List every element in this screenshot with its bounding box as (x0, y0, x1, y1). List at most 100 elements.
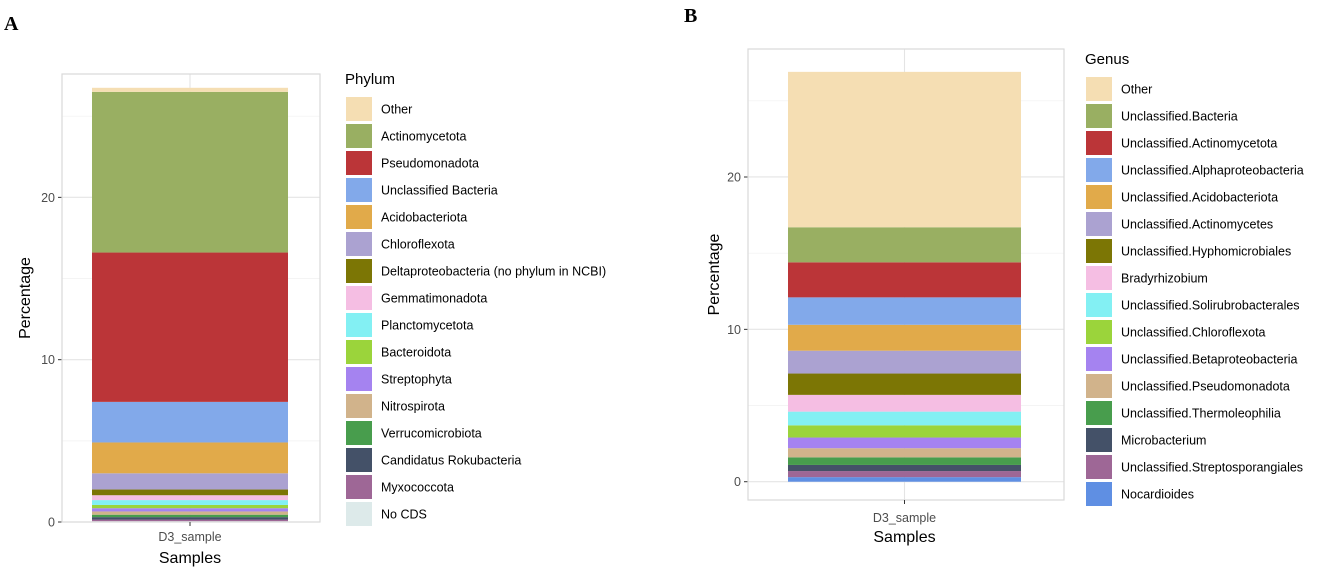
legend-swatch (1086, 293, 1112, 317)
y-tick-label: 0 (734, 475, 741, 489)
y-axis-title: Percentage (706, 233, 723, 315)
legend-item-label: Streptophyta (381, 373, 452, 387)
bar-segment-other (92, 87, 288, 92)
chart-panel-b: B 0 10 20 D3_sample Samples Percentage Genus Oth… (684, 5, 1304, 546)
legend-swatch (1086, 239, 1112, 263)
bar-segment-unclassified-actinomycetota (788, 262, 1021, 298)
legend-item-label: Gemmatimonadota (381, 292, 487, 306)
legend-swatch (346, 97, 372, 121)
bar-segment-unclassified-acidobacteriota (788, 324, 1021, 351)
legend-item-label: No CDS (381, 508, 427, 522)
legend-title: Phylum (345, 71, 395, 88)
x-tick-label: D3_sample (873, 511, 936, 525)
panel-letter: A (4, 13, 19, 35)
legend-item-label: Bradyrhizobium (1121, 272, 1208, 286)
legend-item-label: Unclassified.Chloroflexota (1121, 326, 1266, 340)
legend-swatch (1086, 266, 1112, 290)
x-tick-label: D3_sample (158, 530, 221, 544)
legend-item-label: Unclassified.Alphaproteobacteria (1121, 164, 1304, 178)
legend-swatch (346, 448, 372, 472)
bar-segment-unclassified-bacteria (788, 227, 1021, 263)
legend-swatch (346, 151, 372, 175)
legend-item-label: Unclassified Bacteria (381, 184, 498, 198)
bar-segment-microbacterium (788, 464, 1021, 472)
bar-segment-unclassified-betaproteobacteria (788, 437, 1021, 449)
legend-item-label: Verrucomicrobiota (381, 427, 482, 441)
x-axis-title: Samples (873, 529, 935, 546)
legend-swatch (346, 205, 372, 229)
legend-item-label: Nocardioides (1121, 488, 1194, 502)
bar-segment-unclassified-pseudomonadota (788, 448, 1021, 458)
legend-swatch (1086, 158, 1112, 182)
legend-swatch (1086, 347, 1112, 371)
bar-segment-unclassified-thermoleophilia (788, 457, 1021, 465)
y-tick-label: 20 (727, 170, 741, 184)
legend: Phylum Other Actinomycetota Pseudomonadota U… (345, 71, 606, 526)
legend-item-label: Myxococcota (381, 481, 454, 495)
plot-border (61, 73, 321, 523)
y-tick-label: 10 (727, 323, 741, 337)
legend-swatch (1086, 374, 1112, 398)
bar-segment-bacteroidota (92, 504, 288, 509)
legend-item-label: Unclassified.Betaproteobacteria (1121, 353, 1298, 367)
legend-swatch (346, 124, 372, 148)
bar-segment-streptophyta (92, 508, 288, 512)
legend-swatch (346, 232, 372, 256)
bar-segment-unclassified-streptosporangiales (788, 471, 1021, 478)
legend-swatch (346, 259, 372, 283)
bar-segment-candidatus-rokubacteria (92, 517, 288, 520)
bar-segment-acidobacteriota (92, 442, 288, 474)
legend-swatch (1086, 104, 1112, 128)
panel-letter: B (684, 5, 697, 27)
bar-segment-unclassified-solirubrobacterales (788, 411, 1021, 426)
legend-item-label: Microbacterium (1121, 434, 1206, 448)
bar-segment-other (788, 71, 1021, 228)
y-tick-label: 0 (48, 516, 55, 530)
legend-swatch (346, 502, 372, 526)
legend-item-label: Actinomycetota (381, 130, 467, 144)
legend-swatch (346, 421, 372, 445)
legend-swatch (1086, 455, 1112, 479)
legend-item-label: Nitrospirota (381, 400, 445, 414)
bar-segment-chloroflexota (92, 473, 288, 490)
legend-item-label: Unclassified.Pseudomonadota (1121, 380, 1290, 394)
legend-swatch (346, 394, 372, 418)
legend-item-label: Unclassified.Acidobacteriota (1121, 191, 1278, 205)
legend-item-label: Unclassified.Actinomycetes (1121, 218, 1273, 232)
legend-title: Genus (1085, 51, 1129, 68)
y-tick-label: 10 (41, 353, 55, 367)
legend-swatch (346, 286, 372, 310)
legend-swatch (1086, 320, 1112, 344)
bar-segment-verrucomicrobiota (92, 514, 288, 518)
legend-swatch (346, 313, 372, 337)
legend-swatch (1086, 401, 1112, 425)
plot-border (747, 48, 1065, 501)
legend-item-label: Unclassified.Bacteria (1121, 110, 1238, 124)
bar-segment-unclassified-actinomycetes (788, 350, 1021, 374)
legend-swatch (1086, 77, 1112, 101)
legend-item-label: Unclassified.Thermoleophilia (1121, 407, 1281, 421)
x-axis-title: Samples (159, 550, 221, 567)
legend-item-label: Planctomycetota (381, 319, 473, 333)
legend-item-label: Bacteroidota (381, 346, 451, 360)
legend-item-label: Candidatus Rokubacteria (381, 454, 521, 468)
legend-item-label: Unclassified.Streptosporangiales (1121, 461, 1303, 475)
legend-swatch (346, 340, 372, 364)
legend-item-label: Unclassified.Actinomycetota (1121, 137, 1277, 151)
legend-item-label: Other (381, 103, 412, 117)
legend-swatch (346, 475, 372, 499)
bar-segment-bradyrhizobium (788, 394, 1021, 412)
legend-swatch (346, 178, 372, 202)
bar-segment-unclassified-hyphomicrobiales (788, 373, 1021, 395)
bar-segment-planctomycetota (92, 500, 288, 505)
legend-swatch (1086, 131, 1112, 155)
legend-item-label: Acidobacteriota (381, 211, 467, 225)
bar-segment-unclassified-chloroflexota (788, 425, 1021, 438)
legend-item-label: Deltaproteobacteria (no phylum in NCBI) (381, 265, 606, 279)
legend-swatch (1086, 185, 1112, 209)
bar-segment-nocardioides (788, 477, 1021, 482)
legend: Genus Other Unclassified.Bacteria Unclassif… (1085, 51, 1304, 506)
bar-segment-unclassified-alphaproteobacteria (788, 297, 1021, 325)
legend-swatch (1086, 212, 1112, 236)
